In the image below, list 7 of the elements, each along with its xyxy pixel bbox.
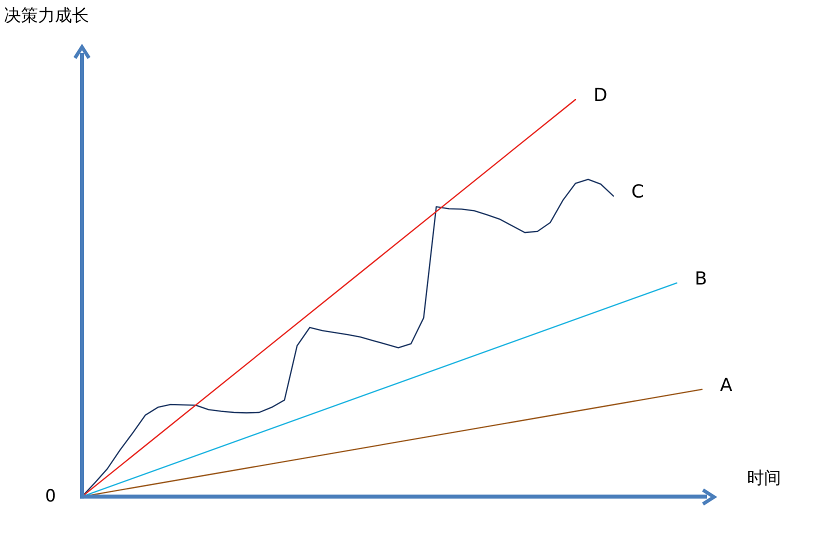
series-label: C [631,182,644,203]
text: 0 [45,486,56,507]
x-axis-title: 时间 [747,468,781,489]
series-label: D [593,85,608,106]
series-label: A [720,375,733,396]
series-label: B [694,268,708,290]
y-axis-title: 决策力成长 [4,6,89,26]
